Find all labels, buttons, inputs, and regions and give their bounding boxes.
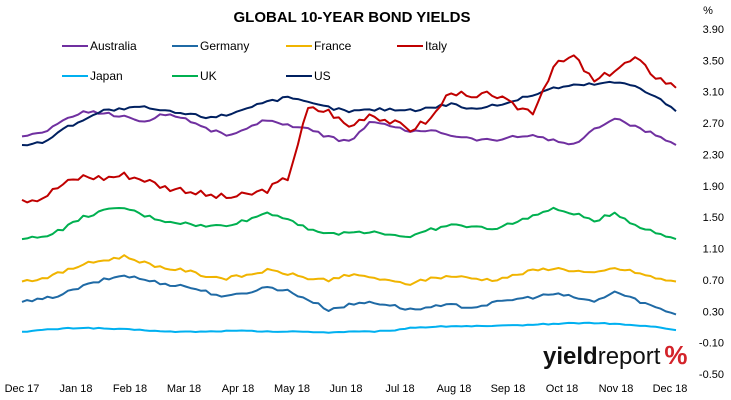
y-tick-label: 0.70 bbox=[703, 275, 724, 287]
legend-label-germany: Germany bbox=[200, 39, 249, 53]
legend-label-us: US bbox=[314, 69, 331, 83]
x-tick-label: Feb 18 bbox=[113, 383, 147, 395]
x-tick-label: Jun 18 bbox=[329, 383, 362, 395]
series-line-uk bbox=[21, 206, 677, 241]
x-tick-label: Jul 18 bbox=[385, 383, 414, 395]
y-tick-label: 3.90 bbox=[703, 24, 724, 36]
y-axis-ticks: 3.90 3.50 3.10 2.70 2.30 1.90 1.50 1.10 0.70 0.30… bbox=[699, 24, 724, 381]
svg-text:yieldreport%: yieldreport% bbox=[543, 340, 688, 370]
y-tick-label: 2.30 bbox=[703, 149, 724, 161]
y-tick-label: 3.50 bbox=[703, 55, 724, 67]
series-line-italy bbox=[21, 54, 677, 204]
legend-label-uk: UK bbox=[200, 69, 217, 83]
x-tick-label: Dec 18 bbox=[653, 383, 688, 395]
x-tick-label: Aug 18 bbox=[437, 383, 472, 395]
chart-title: GLOBAL 10-YEAR BOND YIELDS bbox=[234, 9, 471, 26]
y-tick-label: 0.30 bbox=[703, 306, 724, 318]
legend-label-italy: Italy bbox=[425, 39, 447, 53]
y-tick-label: -0.50 bbox=[699, 369, 724, 381]
x-tick-label: Oct 18 bbox=[546, 383, 578, 395]
unit-label: % bbox=[703, 5, 713, 17]
x-tick-label: Apr 18 bbox=[222, 383, 254, 395]
y-tick-label: 2.70 bbox=[703, 118, 724, 130]
series-line-us bbox=[21, 80, 677, 147]
legend-label-australia: Australia bbox=[90, 39, 137, 53]
x-tick-label: Nov 18 bbox=[599, 383, 634, 395]
y-tick-label: -0.10 bbox=[699, 338, 724, 350]
x-tick-label: Sep 18 bbox=[491, 383, 526, 395]
series-lines bbox=[21, 54, 677, 334]
logo-text-yield: yield bbox=[543, 343, 598, 370]
x-tick-label: Mar 18 bbox=[167, 383, 201, 395]
x-axis-ticks: Dec 17 Jan 18 Feb 18 Mar 18 Apr 18 May 18 Jun … bbox=[5, 383, 688, 395]
x-tick-label: May 18 bbox=[274, 383, 310, 395]
y-tick-label: 1.10 bbox=[703, 244, 724, 256]
logo-percent-icon: % bbox=[664, 340, 687, 370]
series-line-japan bbox=[22, 321, 677, 334]
legend-label-france: France bbox=[314, 39, 352, 53]
y-tick-label: 1.50 bbox=[703, 212, 724, 224]
x-tick-label: Jan 18 bbox=[59, 383, 92, 395]
legend: Australia Germany France Italy Japan UK US bbox=[62, 39, 447, 83]
y-tick-label: 3.10 bbox=[703, 87, 724, 99]
legend-label-japan: Japan bbox=[90, 69, 123, 83]
yieldreport-logo: yieldreport% bbox=[543, 340, 688, 370]
series-line-australia bbox=[21, 110, 677, 146]
series-line-france bbox=[21, 254, 677, 286]
y-tick-label: 1.90 bbox=[703, 181, 724, 193]
series-line-germany bbox=[21, 274, 677, 316]
logo-text-report: report bbox=[598, 343, 661, 370]
x-tick-label: Dec 17 bbox=[5, 383, 40, 395]
